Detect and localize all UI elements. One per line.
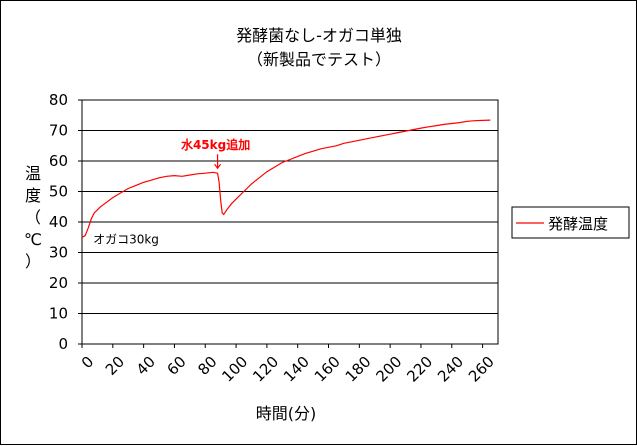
y-tick-label: 70 [49, 122, 68, 140]
annotation-water-added: 水45kg追加 [181, 137, 250, 152]
grid-lines [82, 130, 498, 314]
series-line-hakko-ondo [81, 119, 491, 238]
y-tick-label: 80 [49, 91, 68, 109]
chart-title: 発酵菌なし-オガコ単独 [236, 26, 402, 45]
legend-label: 発酵温度 [548, 215, 608, 233]
chart-subtitle: （新製品でテスト） [247, 50, 391, 69]
x-tick-label: 160 [311, 353, 344, 386]
y-tick-label: 20 [49, 274, 68, 292]
x-tick-label: 240 [434, 353, 467, 386]
x-tick-label: 80 [194, 353, 220, 379]
x-axis-label: 時間(分) [256, 404, 317, 423]
x-tick-label: 260 [465, 353, 498, 386]
y-tick-label: 40 [49, 213, 68, 231]
annotation-arrow [214, 154, 222, 170]
x-tick-label: 0 [78, 353, 97, 372]
x-tick-label: 100 [218, 353, 251, 386]
y-axis-ticks: 0 10 20 30 40 50 60 70 80 [49, 91, 82, 353]
x-tick-label: 200 [372, 353, 405, 386]
y-tick-label: 10 [49, 305, 68, 323]
x-tick-label: 60 [164, 353, 190, 379]
y-tick-label: 0 [58, 335, 68, 353]
y-tick-label: 50 [49, 183, 68, 201]
x-tick-label: 180 [342, 353, 375, 386]
x-tick-label: 140 [280, 353, 313, 386]
x-tick-label: 20 [102, 353, 128, 379]
y-tick-label: 60 [49, 152, 68, 170]
annotation-ogako: オガコ30kg [93, 232, 159, 246]
y-axis-label: 温度（℃） [24, 164, 42, 271]
y-tick-label: 30 [49, 244, 68, 262]
x-tick-label: 120 [249, 353, 282, 386]
x-tick-label: 220 [403, 353, 436, 386]
x-tick-label: 40 [133, 353, 159, 379]
